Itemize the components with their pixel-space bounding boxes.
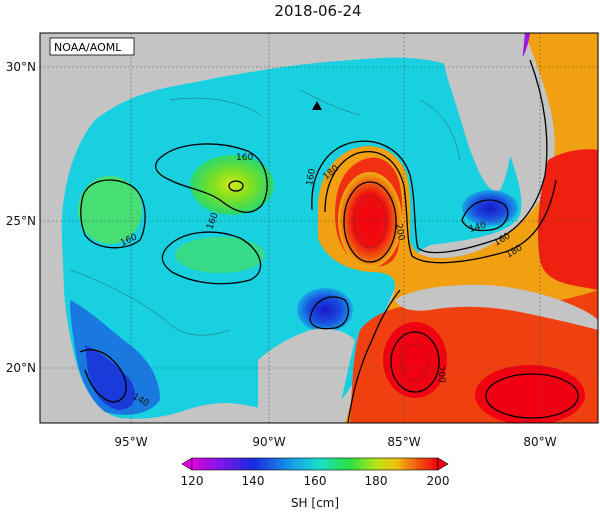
lon-tick: 95°W xyxy=(114,435,147,449)
map-panel: 160 160 160 160 180 180 200 200 140 140 … xyxy=(40,33,598,423)
colorbar-tick: 180 xyxy=(365,474,388,488)
colorbar-high-arrow xyxy=(437,457,449,471)
contour-160-west xyxy=(80,179,146,249)
us-gulf-coast xyxy=(120,33,440,91)
colorbar-tick: 120 xyxy=(181,474,204,488)
contour-160-south xyxy=(161,231,262,285)
mexico-coast xyxy=(40,33,120,423)
lat-tick: 25°N xyxy=(6,214,36,228)
colorbar-gradient xyxy=(191,457,439,471)
colorbar-tick: 200 xyxy=(427,474,450,488)
contour-200-eddy xyxy=(343,181,397,263)
loop-eddy-core xyxy=(338,172,402,268)
map-title: 2018-06-24 xyxy=(274,2,361,20)
contour-yucatan-low xyxy=(309,296,349,330)
contour-160-central xyxy=(155,143,268,213)
south-eddy xyxy=(175,237,265,273)
lat-tick-labels: 30°N 25°N 20°N xyxy=(6,60,36,375)
contour-label: 140 xyxy=(468,221,487,235)
colorbar-tick: 140 xyxy=(242,474,265,488)
contour-140-west xyxy=(79,349,127,403)
lon-tick-labels: 95°W 90°W 85°W 80°W xyxy=(114,435,556,449)
contours xyxy=(79,59,579,423)
florida-peninsula xyxy=(440,33,525,191)
contour-label: 200 xyxy=(435,365,446,383)
lon-tick: 90°W xyxy=(252,435,285,449)
colorbar-tick: 160 xyxy=(304,474,327,488)
lat-tick: 30°N xyxy=(6,60,36,74)
contour-160-loop xyxy=(311,59,548,254)
yucatan-low xyxy=(297,288,353,332)
contour-180-carib xyxy=(347,289,401,423)
west-eddy xyxy=(78,176,142,244)
contour-200-carib-east xyxy=(485,373,579,419)
contour-label: 200 xyxy=(393,223,406,242)
contour-140-florida xyxy=(461,199,509,232)
colorbar-label: SH [cm] xyxy=(291,496,339,510)
cuba xyxy=(395,284,598,330)
lon-tick: 85°W xyxy=(387,435,420,449)
yucatan xyxy=(258,328,355,423)
colorbar-low-arrow xyxy=(181,457,193,471)
station-marker-icon xyxy=(312,101,322,110)
atlantic-high xyxy=(537,149,598,290)
contour-label: 160 xyxy=(236,153,253,163)
credit-label: NOAA/AOML xyxy=(54,41,122,54)
colorbar: 120 140 160 180 200 SH [cm] xyxy=(181,457,450,510)
contour-small-ring xyxy=(228,180,244,192)
lon-tick: 80°W xyxy=(523,435,556,449)
contour-200-carib-west xyxy=(390,331,440,393)
credit-box xyxy=(49,37,135,56)
contour-180-loop xyxy=(324,151,557,264)
contour-label: 160 xyxy=(305,168,318,187)
map-frame xyxy=(39,32,599,424)
central-eddy xyxy=(190,155,274,215)
florida-low xyxy=(462,190,518,226)
lat-tick: 20°N xyxy=(6,361,36,375)
caribbean-core-west xyxy=(383,322,447,398)
